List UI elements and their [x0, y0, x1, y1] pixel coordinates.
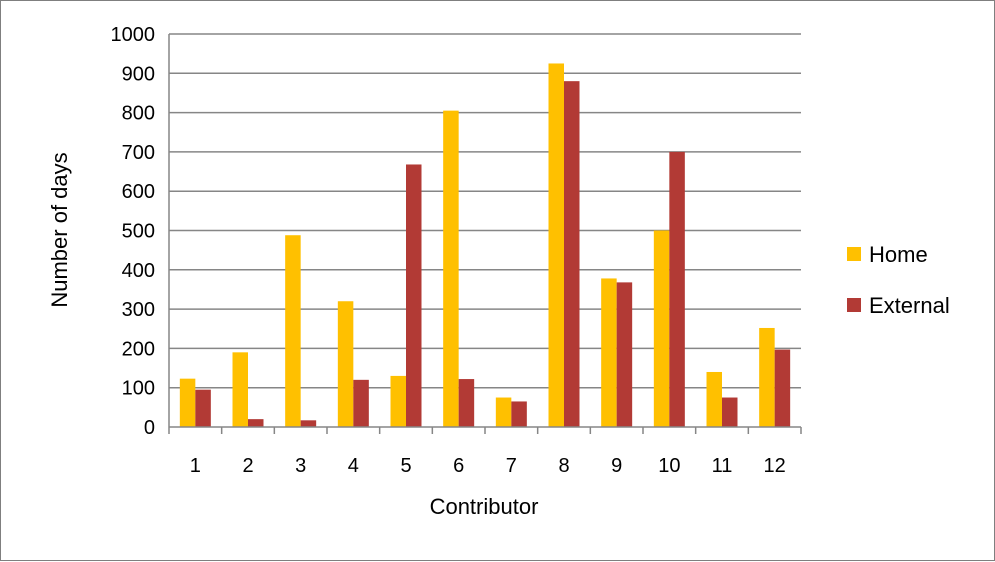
legend-swatch-home	[847, 247, 861, 261]
x-tick-label: 9	[611, 455, 622, 477]
bar-external-4	[353, 379, 369, 427]
bar-home-3	[285, 235, 301, 427]
y-tick-label: 600	[122, 181, 155, 203]
x-tick-label: 8	[558, 455, 569, 477]
x-tick-label: 11	[712, 455, 733, 477]
x-tick-label: 12	[764, 455, 786, 477]
y-tick-label: 800	[122, 103, 155, 125]
bar-external-7	[511, 401, 527, 427]
bar-external-12	[774, 349, 791, 427]
bar-external-10	[669, 151, 685, 427]
bar-external-11	[722, 397, 738, 427]
legend: Home External	[847, 242, 950, 318]
x-tick-label: 1	[190, 455, 201, 477]
bar-external-9	[616, 282, 633, 427]
x-tick-label: 6	[453, 455, 464, 477]
gridlines	[169, 33, 801, 389]
legend-swatch-external	[847, 298, 861, 312]
y-tick-label: 500	[122, 221, 155, 243]
y-tick-labels: 0 100 200 300 400 500 600 700 800 900 1000	[111, 24, 156, 439]
legend-label-home: Home	[869, 242, 928, 267]
bar-home-11	[706, 371, 722, 427]
bar-external-8	[564, 81, 580, 427]
y-tick-label: 200	[122, 338, 155, 360]
bar-home-9	[601, 278, 617, 427]
y-tick-label: 0	[144, 417, 155, 439]
bar-external-1	[195, 389, 211, 427]
x-tick-label: 5	[400, 455, 411, 477]
bar-home-1	[179, 378, 196, 427]
bar-home-4	[337, 301, 354, 427]
x-tick-label: 4	[348, 455, 359, 477]
bar-home-2	[232, 352, 248, 427]
bar-home-12	[759, 327, 775, 427]
bar-external-2	[248, 419, 264, 427]
axes	[168, 34, 802, 434]
bar-external-5	[406, 164, 422, 427]
bar-external-6	[458, 379, 475, 427]
y-tick-label: 900	[122, 63, 155, 85]
x-tick-labels: 1 2 3 4 5 6 7 8 9 10 11 12	[190, 455, 786, 477]
x-tick-label: 7	[506, 455, 517, 477]
y-tick-label: 400	[122, 260, 155, 282]
bar-home-7	[495, 397, 512, 427]
legend-label-external: External	[869, 293, 950, 318]
x-tick-label: 3	[295, 455, 306, 477]
bars	[179, 63, 791, 427]
bar-external-3	[300, 420, 317, 427]
bar-home-8	[548, 63, 564, 427]
y-axis-title: Number of days	[47, 152, 72, 307]
y-tick-label: 100	[122, 378, 155, 400]
bar-home-5	[390, 375, 406, 427]
bar-home-6	[443, 110, 459, 427]
x-tick-label: 2	[242, 455, 253, 477]
bar-home-10	[653, 230, 670, 427]
x-axis-title: Contributor	[430, 494, 539, 519]
y-tick-label: 700	[122, 142, 155, 164]
y-tick-label: 300	[122, 299, 155, 321]
y-tick-label: 1000	[111, 24, 156, 46]
x-tick-label: 10	[658, 455, 680, 477]
